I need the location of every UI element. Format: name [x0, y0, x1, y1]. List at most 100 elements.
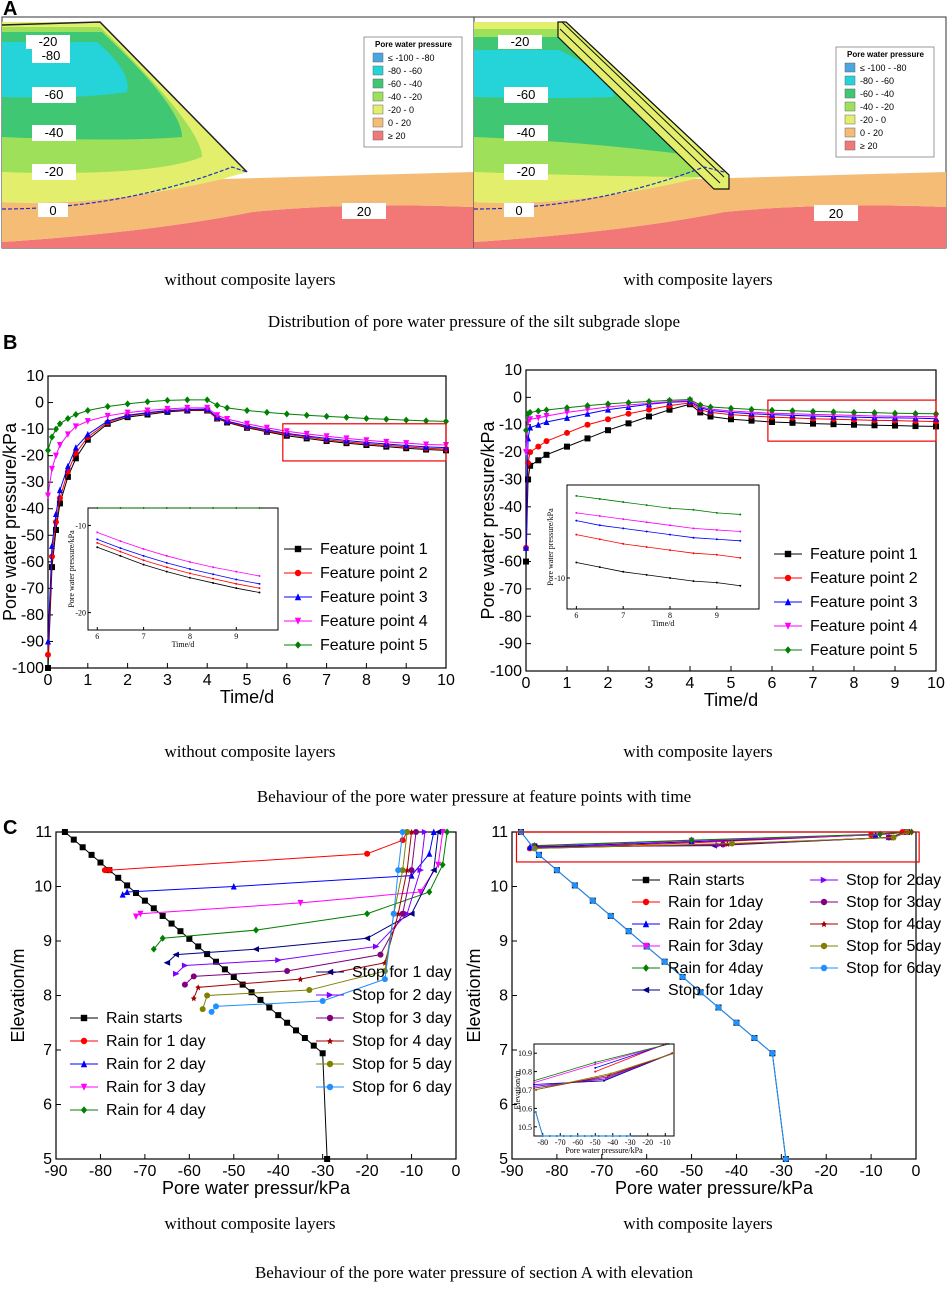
data-point: [70, 836, 77, 843]
data-point: [106, 867, 113, 874]
data-point: [80, 1014, 88, 1022]
inset-point: [590, 1135, 593, 1137]
data-point: [221, 966, 228, 973]
data-point: [283, 410, 290, 418]
data-point: [687, 396, 693, 404]
x-tick-label: 10: [437, 672, 455, 689]
inset-point: [188, 507, 191, 509]
data-point: [408, 910, 415, 917]
data-point: [890, 834, 897, 841]
x-tick-label: -60: [178, 1163, 201, 1180]
data-point: [64, 462, 71, 470]
data-point: [523, 544, 529, 551]
data-point: [715, 1004, 722, 1011]
y-tick-label: -50: [21, 527, 44, 544]
legend-label: Stop for 4day: [846, 916, 941, 933]
inset-point: [603, 1079, 605, 1082]
inset-point: [165, 554, 168, 557]
inset-point: [96, 541, 99, 544]
inset-point: [715, 553, 718, 556]
caption-a-title: Distribution of pore water pressure of t…: [267, 312, 681, 331]
inset-x-tick-label: -10: [660, 1138, 671, 1147]
inset-series-line: [576, 534, 741, 559]
inset-y-tick-label: 10.9: [518, 1049, 532, 1058]
x-tick-label: -50: [222, 1163, 245, 1180]
data-point: [543, 438, 550, 445]
inset-x-tick-label: 9: [715, 611, 719, 620]
data-point: [159, 934, 166, 942]
data-point: [190, 995, 197, 1002]
data-point: [892, 409, 898, 417]
caption-c-left: without composite layers: [164, 1214, 336, 1233]
data-point: [390, 910, 397, 917]
data-point: [589, 897, 596, 904]
data-point: [535, 407, 542, 415]
y-tick-label: -30: [21, 474, 44, 491]
data-point: [820, 942, 828, 950]
inset-x-label: Time/d: [172, 640, 195, 649]
data-point: [383, 415, 390, 423]
inset-point: [212, 577, 215, 580]
data-point: [535, 851, 542, 858]
inset-point: [165, 507, 168, 509]
inset-point: [715, 538, 718, 541]
data-point: [184, 404, 191, 412]
y-tick-label: -70: [21, 580, 44, 597]
x-tick-label: -10: [860, 1163, 883, 1180]
data-point: [564, 409, 570, 416]
x-axis-label: Pore water pressure/kPa: [615, 1178, 814, 1198]
data-point: [363, 414, 370, 422]
data-point: [244, 407, 250, 415]
inset-point: [119, 554, 122, 557]
inset-y-label: Pore water pressure/kPa: [67, 530, 76, 608]
data-point: [64, 414, 71, 422]
inset-point: [611, 1135, 614, 1137]
chart-b-right: 0 1 2 3 4 5 6 7 8 9 10 10 0 -10 -20 -30 -40 -50 -60 -70 -80 -…: [478, 362, 945, 710]
data-point: [172, 951, 179, 958]
x-tick-label: -80: [545, 1163, 568, 1180]
data-point: [523, 426, 529, 434]
y-tick-label: -10: [499, 417, 522, 434]
data-point: [364, 910, 371, 918]
data-point: [642, 986, 650, 994]
data-point: [523, 558, 529, 565]
data-point: [224, 416, 231, 423]
inset-point: [258, 582, 261, 585]
data-point: [784, 598, 792, 606]
data-point: [769, 1050, 776, 1057]
data-point: [543, 418, 550, 425]
contour-label-right: -60: [517, 87, 536, 102]
inset-x-tick-label: -50: [590, 1138, 601, 1147]
data-point: [72, 410, 79, 418]
data-point: [553, 867, 560, 874]
data-point: [72, 455, 79, 462]
inset-x-tick-label: -40: [607, 1138, 618, 1147]
data-point: [679, 973, 686, 980]
inset-point: [212, 573, 215, 576]
data-point: [871, 412, 878, 420]
inset-point: [235, 570, 238, 573]
inset-point: [669, 577, 672, 579]
legend-label: Rain for 3day: [668, 938, 763, 955]
x-tick-label: -90: [500, 1163, 523, 1180]
data-point: [417, 888, 424, 896]
inset-point: [258, 591, 261, 594]
inset-series-line: [97, 538, 260, 585]
legend-swatch: [372, 78, 384, 89]
legend-label: Rain for 1 day: [106, 1033, 206, 1050]
x-tick-label: 9: [891, 675, 900, 692]
data-point: [820, 898, 828, 906]
inset-point: [534, 1111, 537, 1114]
data-point: [263, 424, 270, 432]
contour-label-right: -40: [517, 125, 536, 140]
inset-frame: [87, 507, 279, 631]
y-tick-label: -80: [499, 608, 522, 625]
data-point: [204, 992, 211, 999]
data-point: [239, 981, 246, 988]
contour-label-left: -20: [39, 34, 58, 49]
data-point: [133, 890, 139, 897]
inset-y-tick-label: 10.8: [518, 1068, 532, 1077]
legend-swatch: [372, 130, 384, 141]
data-point: [584, 406, 591, 414]
inset-point: [598, 524, 601, 527]
